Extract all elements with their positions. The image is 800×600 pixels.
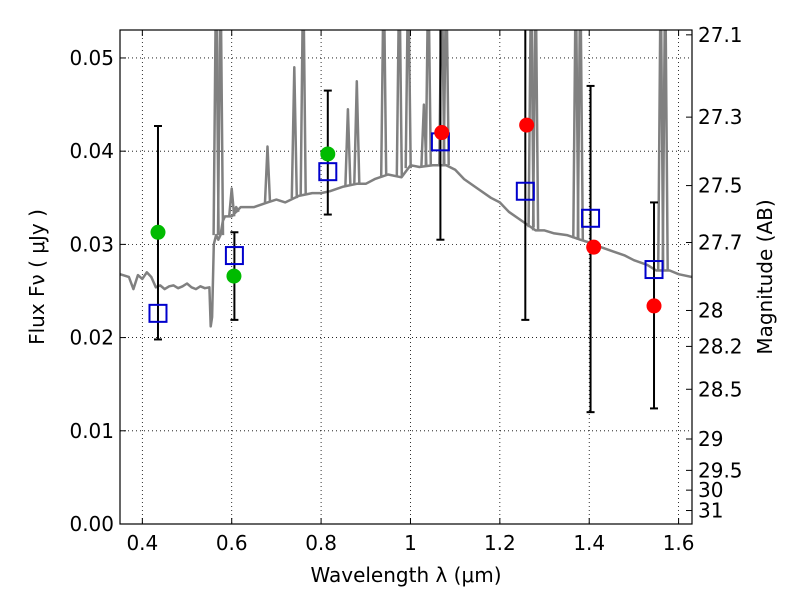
y-tick-label: 0.02 <box>69 326 114 350</box>
green-point <box>150 224 166 240</box>
x-axis-title: Wavelength λ (μm) <box>310 563 501 587</box>
red-point <box>586 239 602 255</box>
emission-line-spike <box>404 30 412 169</box>
mag-tick-label: 29.5 <box>698 458 743 482</box>
y-tick-label: 0.00 <box>69 512 114 536</box>
mag-tick-label: 27.7 <box>698 231 743 255</box>
model-photometry-box <box>148 303 168 323</box>
mag-tick-label: 29 <box>698 427 723 451</box>
mag-tick-label: 28 <box>698 298 723 322</box>
y-axis-left-title: Flux Fν ( μJy ) <box>25 209 49 345</box>
y-axis-left: 0.00 0.01 0.02 0.03 0.04 0.05 <box>69 46 126 536</box>
emission-line-spike <box>379 30 388 177</box>
x-tick-label: 0.8 <box>305 531 337 555</box>
x-tick-label: 1.6 <box>663 531 695 555</box>
emission-lines <box>212 30 669 271</box>
emission-line-spike <box>344 107 352 186</box>
model-photometry-box <box>318 162 338 182</box>
emission-line-spike <box>531 30 540 231</box>
red-point <box>646 298 662 314</box>
y-tick-label: 0.01 <box>69 419 114 443</box>
y-axis-right-title: Magnitude (AB) <box>753 199 777 354</box>
x-tick-label: 0.4 <box>126 531 158 555</box>
emission-line-spike <box>395 30 404 177</box>
emission-line-spike <box>576 30 585 240</box>
data-points <box>148 117 664 323</box>
mag-tick-label: 27.5 <box>698 174 743 198</box>
mag-tick-label: 28.5 <box>698 377 743 401</box>
emission-line-spike <box>442 30 450 166</box>
emission-line-spike <box>661 30 669 271</box>
emission-line-spike <box>263 145 272 203</box>
model-photometry-box <box>515 181 535 201</box>
model-photometry-box <box>224 246 244 266</box>
emission-line-spike <box>353 80 361 184</box>
y-tick-label: 0.04 <box>69 139 114 163</box>
mag-tick-label: 27.3 <box>698 105 743 129</box>
green-point <box>320 146 336 162</box>
red-point <box>434 125 450 141</box>
emission-line-spike <box>290 66 299 199</box>
emission-line-spike <box>216 30 225 236</box>
mag-tick-label: 30 <box>698 478 723 502</box>
y-tick-label: 0.05 <box>69 46 114 70</box>
model-photometry-box <box>644 260 664 280</box>
x-tick-label: 1.2 <box>484 531 516 555</box>
green-point <box>226 268 242 284</box>
emission-line-spike <box>424 30 433 166</box>
x-tick-label: 1 <box>404 531 417 555</box>
x-tick-label: 1.4 <box>573 531 605 555</box>
model-photometry-box <box>581 208 601 228</box>
mag-tick-label: 28.2 <box>698 334 743 358</box>
x-axis: 0.4 0.6 0.8 1 1.2 1.4 1.6 <box>126 30 695 555</box>
red-point <box>519 117 535 133</box>
mag-tick-label: 27.1 <box>698 23 743 47</box>
plot-frame <box>119 29 693 525</box>
x-tick-label: 0.6 <box>216 531 248 555</box>
emission-line-spike <box>227 187 236 217</box>
mag-tick-label: 31 <box>698 499 723 523</box>
emission-line-spike <box>299 30 307 196</box>
model-spectrum-line <box>120 163 692 328</box>
y-tick-label: 0.03 <box>69 232 114 256</box>
